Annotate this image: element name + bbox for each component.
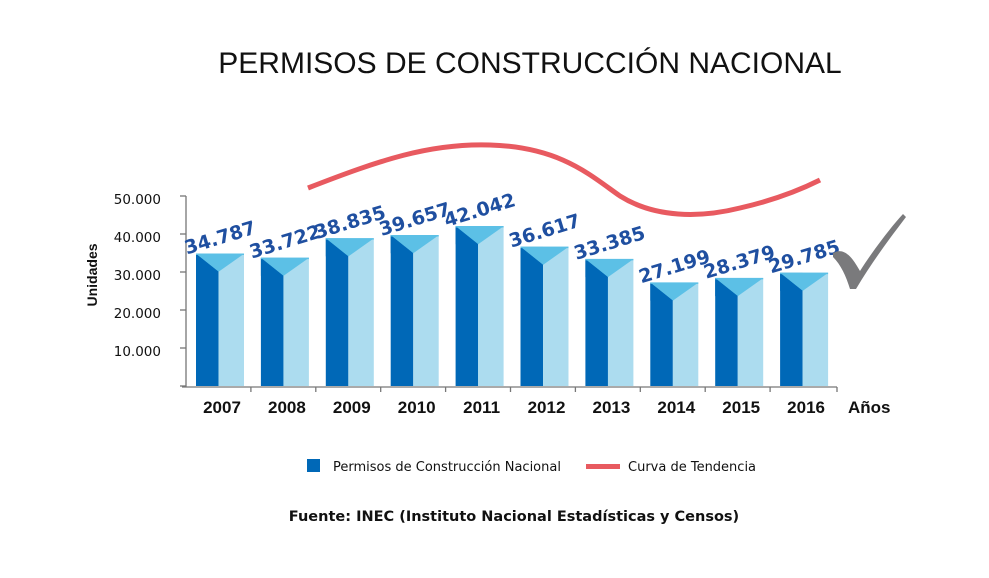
y-tick-label: 20.000 [114, 306, 161, 322]
data-label-2007: 34.787 [182, 217, 259, 259]
bar-top-face [196, 253, 244, 272]
x-tick-label-2015: 2015 [722, 398, 760, 417]
bar-2010 [390, 235, 439, 386]
bar-light-face [607, 259, 634, 386]
bar-top-face [715, 278, 764, 297]
legend-label-permisos: Permisos de Construcción Nacional [333, 460, 561, 475]
bar-top-face [260, 257, 309, 276]
data-label-2014: 27.199 [636, 246, 713, 288]
x-axis-label: Años [848, 398, 891, 417]
bar-2013 [585, 258, 634, 386]
chart-title: PERMISOS DE CONSTRUCCIÓN NACIONAL [218, 47, 841, 80]
bar-2007 [196, 253, 244, 386]
x-tick-label-2011: 2011 [463, 398, 500, 417]
bar-dark-face [715, 278, 738, 386]
y-tick-label: 10.000 [114, 344, 161, 360]
bar-top-face [390, 235, 439, 254]
bar-dark-face [780, 272, 803, 386]
bar-top-face [780, 272, 829, 291]
bar-dark-face [650, 282, 673, 386]
bar-dark-face [260, 257, 284, 386]
bar-top-wedge [585, 259, 608, 278]
bar-top-face [520, 246, 569, 265]
x-tick-label-2008: 2008 [268, 398, 306, 417]
bar-dark-face [585, 259, 608, 386]
bar-light-face [543, 246, 569, 386]
bar-light-face [348, 238, 374, 386]
bar-2012 [520, 246, 569, 386]
bar-top-wedge [520, 246, 544, 265]
bar-dark-face [196, 253, 219, 386]
bar-top-wedge [780, 272, 803, 291]
x-tick-label-2014: 2014 [657, 398, 695, 417]
bar-top-face [585, 259, 634, 278]
bar-2009 [325, 238, 374, 386]
bar-dark-face [325, 238, 349, 386]
bar-top-wedge [260, 257, 284, 276]
bar-2015 [715, 277, 764, 386]
bar-light-face [283, 257, 309, 386]
bar-light-face [802, 272, 829, 386]
y-tick-label: 50.000 [114, 192, 161, 208]
y-ticks: 10.000 20.000 30.000 40.000 50.000 [114, 192, 186, 387]
bar-light-face [672, 282, 699, 386]
bar-top-wedge [390, 235, 414, 254]
x-ticks: 2007 2008 2009 2010 2011 2012 2013 2014 2015 2016 [203, 387, 838, 417]
bar-top-wedge [455, 226, 479, 245]
bar-light-face [737, 278, 764, 386]
bar-2016 [780, 272, 829, 386]
legend-label-tendencia: Curva de Tendencia [628, 460, 756, 475]
data-label-2010: 39.657 [377, 198, 454, 240]
y-tick-label: 40.000 [114, 230, 161, 246]
x-tick-label-2013: 2013 [592, 398, 630, 417]
trend-curve [307, 142, 822, 217]
y-axis-label: Unidades [84, 243, 100, 306]
data-label-2015: 28.379 [701, 241, 778, 283]
data-label-2008: 33.722 [247, 221, 324, 263]
y-tick-label: 30.000 [114, 268, 161, 284]
bar-top-wedge [715, 278, 738, 297]
bar-top-face [325, 238, 374, 257]
bar-top-face [455, 226, 504, 245]
x-tick-label-2016: 2016 [787, 398, 825, 417]
checkmark-icon [833, 214, 906, 289]
bar-dark-face [390, 235, 414, 386]
bar-light-face [413, 235, 439, 386]
x-tick-label-2009: 2009 [333, 398, 371, 417]
data-label-2016: 29.785 [766, 236, 843, 278]
bar-top-wedge [650, 282, 673, 301]
bar-dark-face [455, 226, 479, 386]
bar-2014 [650, 282, 699, 386]
bar-light-face [478, 226, 504, 386]
bar-top-face [650, 282, 699, 301]
x-tick-label-2007: 2007 [203, 398, 241, 417]
legend-swatch-tendencia [586, 464, 620, 469]
bar-2008 [260, 257, 309, 386]
data-label-2011: 42.042 [442, 189, 519, 231]
x-tick-label-2012: 2012 [528, 398, 566, 417]
bars [196, 225, 829, 386]
data-label-2013: 33.385 [571, 222, 648, 264]
bar-2011 [455, 225, 504, 386]
legend: Permisos de Construcción Nacional Curva … [307, 459, 756, 475]
legend-swatch-permisos [307, 459, 320, 472]
bar-top-wedge [196, 253, 219, 272]
bar-dark-face [520, 246, 544, 386]
x-tick-label-2010: 2010 [398, 398, 436, 417]
bar-top-wedge [325, 238, 349, 257]
source-note: Fuente: INEC (Instituto Nacional Estadís… [289, 509, 739, 525]
bar-light-face [218, 253, 244, 386]
